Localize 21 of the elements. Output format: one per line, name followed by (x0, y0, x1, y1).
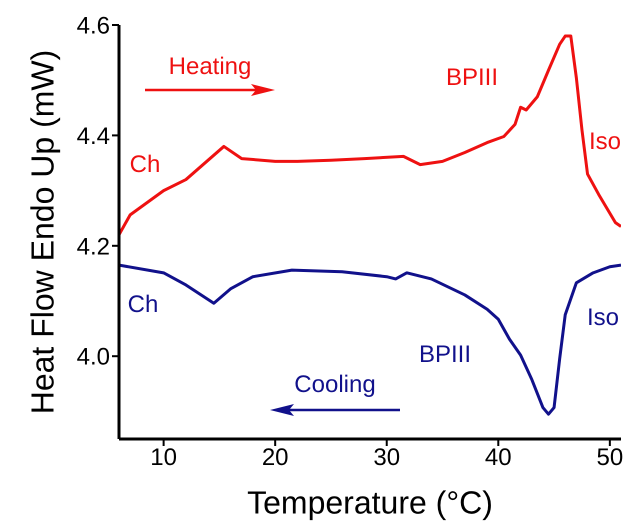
x-axis-title: Temperature (°C) (247, 484, 493, 521)
x-tick-label: 30 (373, 444, 400, 472)
annotation: Iso (586, 304, 620, 331)
annotation: Ch (128, 291, 158, 318)
x-tick-label: 50 (596, 444, 624, 472)
line-series (119, 264, 621, 416)
y-axis-title: Heat Flow Endo Up (mW) (24, 50, 60, 414)
y-tick-label: 4.0 (76, 344, 110, 371)
annotation: Cooling (294, 371, 376, 398)
annotation: Ch (130, 151, 160, 178)
y-tick-label: 4.2 (76, 233, 110, 260)
annotation: BPIII (418, 341, 472, 368)
annotation: Heating (168, 53, 252, 80)
y-tick-label: 4.6 (76, 12, 110, 40)
line-series (119, 34, 621, 236)
x-tick-label: 10 (150, 444, 177, 472)
x-tick-label: 20 (262, 444, 289, 472)
annotation: BPIII (446, 64, 498, 91)
y-tick-label: 4.4 (76, 122, 110, 150)
x-tick-label: 40 (484, 444, 512, 472)
annotation: Iso (588, 128, 622, 155)
